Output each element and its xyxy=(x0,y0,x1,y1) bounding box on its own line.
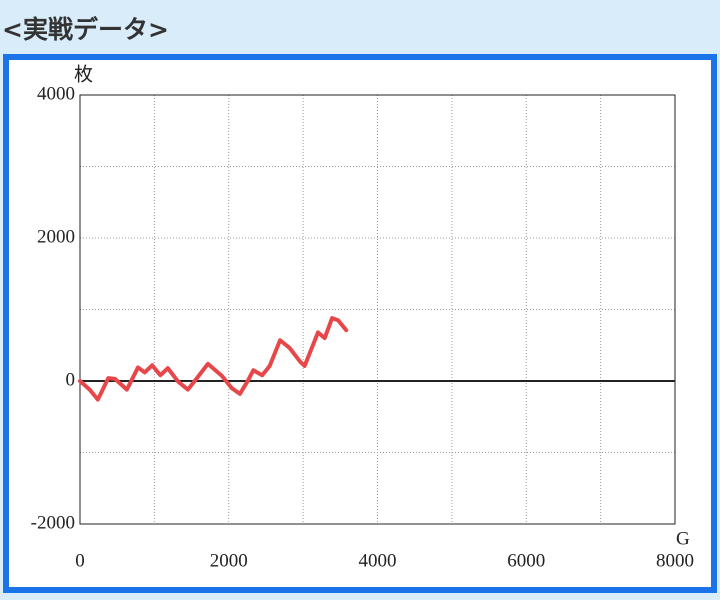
data-line xyxy=(78,316,349,402)
header-title: <実戦データ> xyxy=(2,15,169,44)
x-tick-label: 2000 xyxy=(210,550,248,571)
header: <実戦データ> xyxy=(0,0,720,50)
y-tick-label: -2000 xyxy=(31,512,75,533)
x-axis-label: G xyxy=(676,528,690,549)
plot-border xyxy=(79,94,676,525)
y-tick-label: 4000 xyxy=(37,83,75,104)
x-tick-label: 6000 xyxy=(507,550,545,571)
x-tick-label: 0 xyxy=(75,550,85,571)
x-tick-label: 4000 xyxy=(359,550,397,571)
y-tick-label: 2000 xyxy=(37,226,75,247)
x-tick-label: 8000 xyxy=(656,550,694,571)
y-axis-label: 枚 xyxy=(74,63,93,85)
y-tick-label: 0 xyxy=(66,369,76,390)
